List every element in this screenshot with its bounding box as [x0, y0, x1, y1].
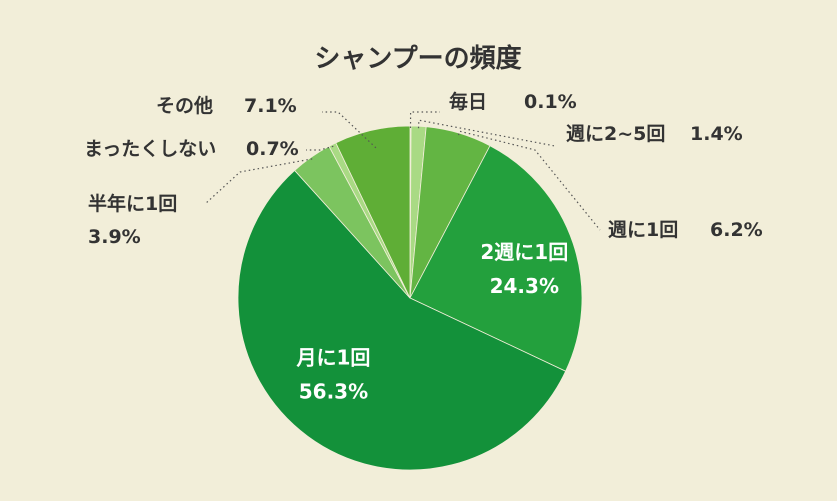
slice-0-value: 0.1% — [524, 91, 577, 113]
slice-6-label: まったくしない — [84, 138, 216, 160]
slice-5-leader — [204, 158, 313, 205]
slice-1-value: 1.4% — [690, 123, 743, 145]
leader-lines — [204, 111, 601, 231]
slice-7-value: 7.1% — [244, 95, 297, 117]
slice-4-label: 月に1回 — [295, 345, 370, 369]
slice-2-label: 週に1回 — [608, 219, 678, 241]
slice-6-leader — [306, 145, 334, 151]
slice-labels: 毎日 0.1% 週に2~5回 1.4% 週に1回 6.2% 2週に1回 24.3% 月に1回 56… — [84, 90, 763, 403]
slice-6-value: 0.7% — [246, 138, 299, 160]
slice-5-label: 半年に1回 — [88, 192, 177, 215]
slice-3-label: 2週に1回 — [480, 240, 568, 264]
slice-2-value: 6.2% — [710, 219, 763, 241]
slice-3-wedge — [409, 145, 583, 372]
pie-slices — [237, 125, 583, 471]
slice-5-value: 3.9% — [88, 226, 141, 248]
slice-0-label: 毎日 — [449, 90, 487, 113]
slice-7-wedge — [335, 125, 411, 299]
slice-4-value: 56.3% — [299, 379, 368, 403]
slice-0-leader — [409, 111, 440, 129]
slice-4-wedge — [237, 169, 567, 471]
slice-1-leader — [417, 119, 556, 147]
slice-1-label: 週に2~5回 — [566, 123, 665, 145]
chart-title: シャンプーの頻度 — [314, 43, 521, 74]
slice-3-value: 24.3% — [490, 274, 559, 298]
slice-7-label: その他 — [156, 94, 213, 117]
